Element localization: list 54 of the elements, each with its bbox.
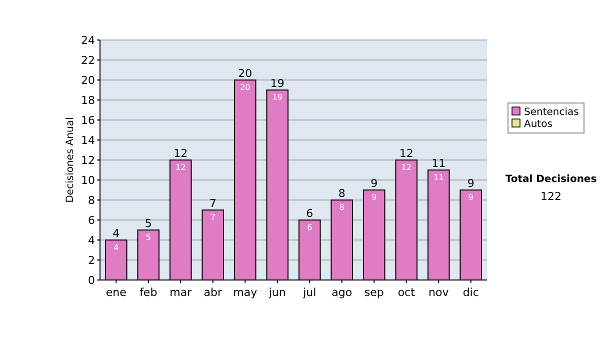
text: 122 (540, 190, 562, 203)
total-label: 4 (112, 227, 120, 240)
total-label: 19 (270, 77, 284, 90)
data-label: 9 (372, 193, 377, 202)
x-tick-label: ago (332, 286, 352, 299)
x-tick-label: nov (428, 286, 450, 299)
total-label: 12 (174, 147, 188, 160)
y-axis-title: Decisiones Anual (65, 117, 76, 203)
y-tick-label: 20 (81, 74, 95, 87)
y-tick-label: 12 (81, 154, 95, 167)
data-label: 12 (401, 163, 412, 172)
x-tick-label: mar (170, 286, 192, 299)
total-label: 9 (467, 177, 474, 190)
x-tick-label: may (233, 286, 258, 299)
y-tick-label: 0 (88, 274, 95, 287)
x-tick-label: jun (268, 286, 286, 299)
x-tick-label: abr (204, 286, 222, 299)
total-label: 6 (306, 207, 314, 220)
y-tick-label: 2 (88, 254, 95, 267)
legend-label: Autos (524, 119, 552, 130)
y-tick-label: 10 (81, 174, 95, 187)
y-tick-label: 6 (88, 214, 95, 227)
x-tick-label: feb (140, 286, 158, 299)
data-label: 12 (176, 163, 186, 172)
data-label: 19 (272, 93, 282, 102)
y-tick-label: 24 (81, 34, 95, 47)
data-label: 20 (240, 83, 250, 92)
total-label: 5 (144, 217, 152, 230)
x-tick-label: ene (106, 286, 127, 299)
data-label: 9 (468, 193, 474, 202)
y-tick-label: 4 (88, 234, 95, 247)
x-tick-label: dic (462, 286, 479, 299)
data-label: 7 (210, 213, 216, 222)
total-label: 11 (432, 157, 446, 170)
total-label: 12 (399, 147, 414, 160)
data-label: 8 (339, 203, 344, 212)
x-tick-label: oct (398, 286, 416, 299)
y-tick-label: 16 (81, 114, 95, 127)
x-tick-label: jul (302, 286, 316, 299)
y-tick-label: 22 (81, 54, 95, 67)
total-label: 7 (209, 197, 216, 210)
total-label: 8 (338, 187, 346, 200)
data-label: 11 (434, 173, 444, 182)
y-tick-label: 14 (81, 134, 95, 147)
text: Total Decisiones (505, 174, 597, 185)
legend-label: Sentencias (524, 107, 579, 118)
data-label: 4 (114, 243, 119, 252)
y-tick-label: 18 (81, 94, 95, 107)
data-label: 5 (146, 233, 151, 242)
data-label: 6 (307, 223, 312, 232)
total-label: 20 (238, 67, 252, 80)
x-tick-label: sep (364, 286, 384, 299)
y-tick-label: 8 (88, 194, 95, 207)
total-label: 9 (370, 177, 378, 190)
